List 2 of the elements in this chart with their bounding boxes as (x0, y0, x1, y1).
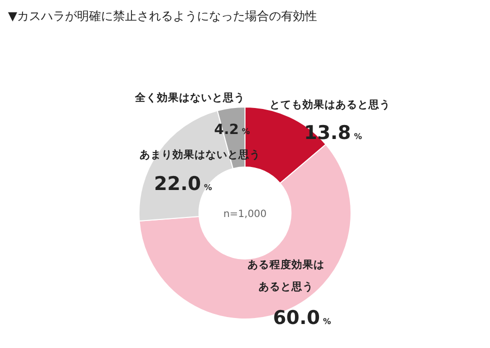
annotation: n=1,000 (223, 209, 267, 220)
title: ▼カスハラが明確に禁止されるようになった場合の有効性 (8, 9, 318, 23)
